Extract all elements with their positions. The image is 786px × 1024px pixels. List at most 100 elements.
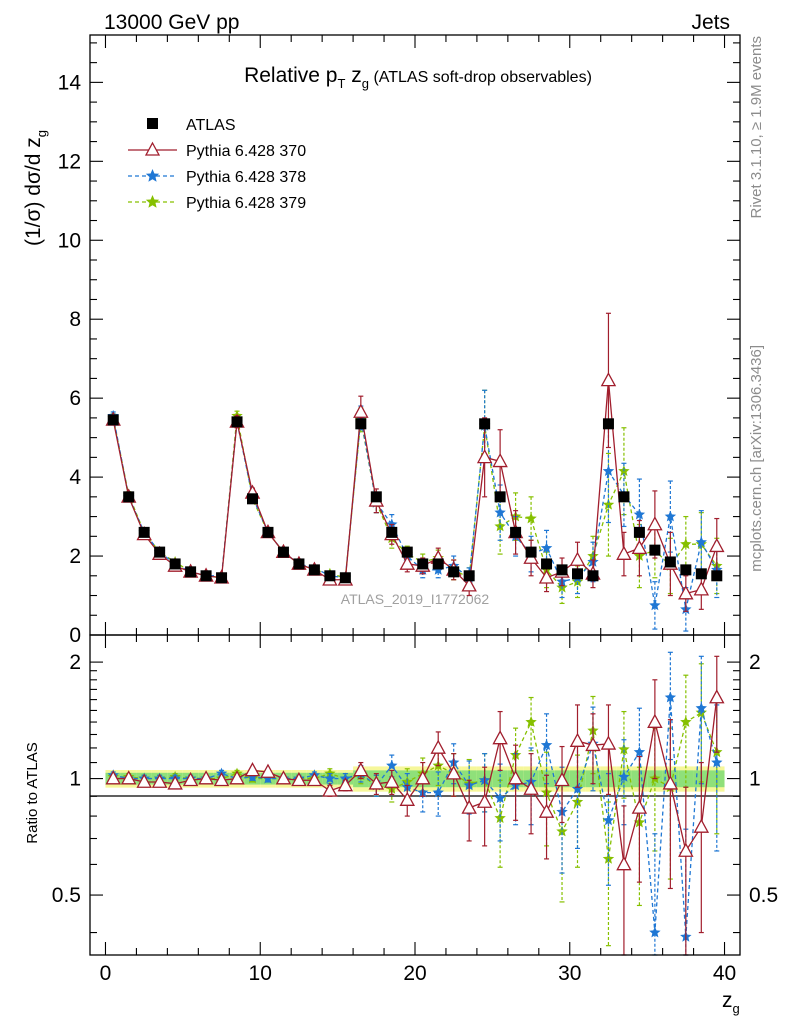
atlas-point [169,558,181,570]
watermark: ATLAS_2019_I1772062 [341,591,490,607]
ratio-370-point [662,775,679,790]
legend-379-label: Pythia 6.428 379 [186,195,306,212]
pythia-370-point [399,555,416,570]
ratio-378-point [324,772,336,784]
atlas-point [417,558,429,570]
atlas-point [463,570,475,582]
ytick-label: 10 [58,229,81,252]
xtick-label: 10 [249,962,272,985]
header-left: 13000 GeV pp [104,11,239,34]
ratio-frame [89,634,741,956]
ratio-378-point [494,792,506,803]
ratio-370-point [678,842,694,857]
atlas-point [277,546,289,558]
ratio-370-point [105,770,121,785]
rivet-label: Rivet 3.1.10, ≥ 1.9M events [748,36,765,219]
atlas-point [308,564,320,576]
atlas-point [200,570,212,582]
xtick-label: 20 [403,962,426,985]
atlas-point [247,493,258,505]
legend-atlas: ATLAS [147,117,236,134]
ratio-370-point [306,771,323,787]
ratio-370-point [507,770,524,785]
ratio-378-point [602,814,615,826]
pythia-370-point [678,585,694,600]
ratio-378-point [246,770,259,782]
ratio-370-point [275,770,292,785]
atlas-point [711,570,723,582]
atlas-point [293,558,305,570]
ratio-379-point [602,852,615,864]
atlas-point [618,491,630,503]
ratio-370-point [445,765,462,780]
ratio-370-point [337,777,354,792]
ratio-370-point [353,762,369,777]
series-ratio-370 [105,655,725,956]
pythia-378-line [112,415,718,610]
pythia-379-point [571,575,584,587]
ratio-370-point [616,856,632,871]
atlas-point [633,526,645,538]
band-inner [492,770,508,788]
atlas-point [123,491,135,503]
ratio-ylabel: Ratio to ATLAS [24,742,41,843]
ratio-379-point [618,743,630,755]
xtick-label: 40 [713,962,736,985]
pythia-370-point [693,581,710,596]
pythia-370-point [600,372,617,387]
atlas-point [370,491,382,503]
ylabel-sub: g [34,130,49,137]
ratio-370-point [414,770,431,785]
pythia-378-point [695,536,707,548]
atlas-point [664,556,676,568]
pythia-370-point [709,537,725,553]
ratio-ytick-label-right: 0.5 [749,884,778,907]
main-ticks [90,35,740,636]
ratio-370-point [291,771,307,787]
title-rest: (ATLAS soft-drop observables) [369,69,592,86]
pythia-370-point [476,449,493,464]
ratio-370-point [709,689,725,704]
xtick-labels: 0 10 20 30 40 [100,962,737,985]
legend-pythia-378: Pythia 6.428 378 [128,169,306,186]
xtick-label: 0 [100,962,112,985]
ratio-370-point [244,762,261,777]
atlas-point [602,418,614,430]
atlas-point [432,558,444,570]
ratio-378-line [113,697,718,937]
ratio-370-line [113,697,718,865]
ytick-label: 4 [69,466,81,489]
ratio-379-point [494,812,506,823]
ratio-379-point [525,716,537,727]
pythia-378-point [602,465,615,476]
series-ratio-378 [107,651,723,956]
title-mid: z [345,64,361,87]
atlas-point [262,526,274,538]
ratio-370-point [461,799,477,814]
atlas-point [587,570,599,582]
main-panel: 0 2 4 6 8 10 12 14 ATLAS_2019_I1772062 Relative… [22,34,741,647]
ratio-378-point [386,759,398,771]
ytick-label: 12 [58,150,81,173]
pythia-370-line [112,380,718,595]
legend: ATLAS Pythia 6.428 370 Pythia 6.428 378 … [128,117,306,212]
main-series [105,312,725,632]
pythia-370-point [647,516,663,531]
xlabel-main: z [722,989,733,1012]
ratio-378-point [432,786,444,798]
atlas-point [324,570,336,582]
pythia-370-point [353,403,369,418]
ratio-379-line [113,711,718,860]
ytick-label: 0 [69,624,81,647]
atlas-point [216,572,228,584]
pythia-378-point [633,508,646,520]
atlas-point [185,566,197,578]
pythia-370-point [569,551,586,566]
atlas-point [448,566,460,578]
ratio-panel: 0.5 0.5 1 1 2 2 Ratio to ATLAS 0 10 20 30 40 zg [24,634,778,1016]
legend-378-label: Pythia 6.428 378 [186,169,306,186]
ratio-370-point [476,793,493,808]
ratio-370-point [151,773,168,788]
atlas-point [680,564,692,576]
pythia-370-point [616,545,632,560]
